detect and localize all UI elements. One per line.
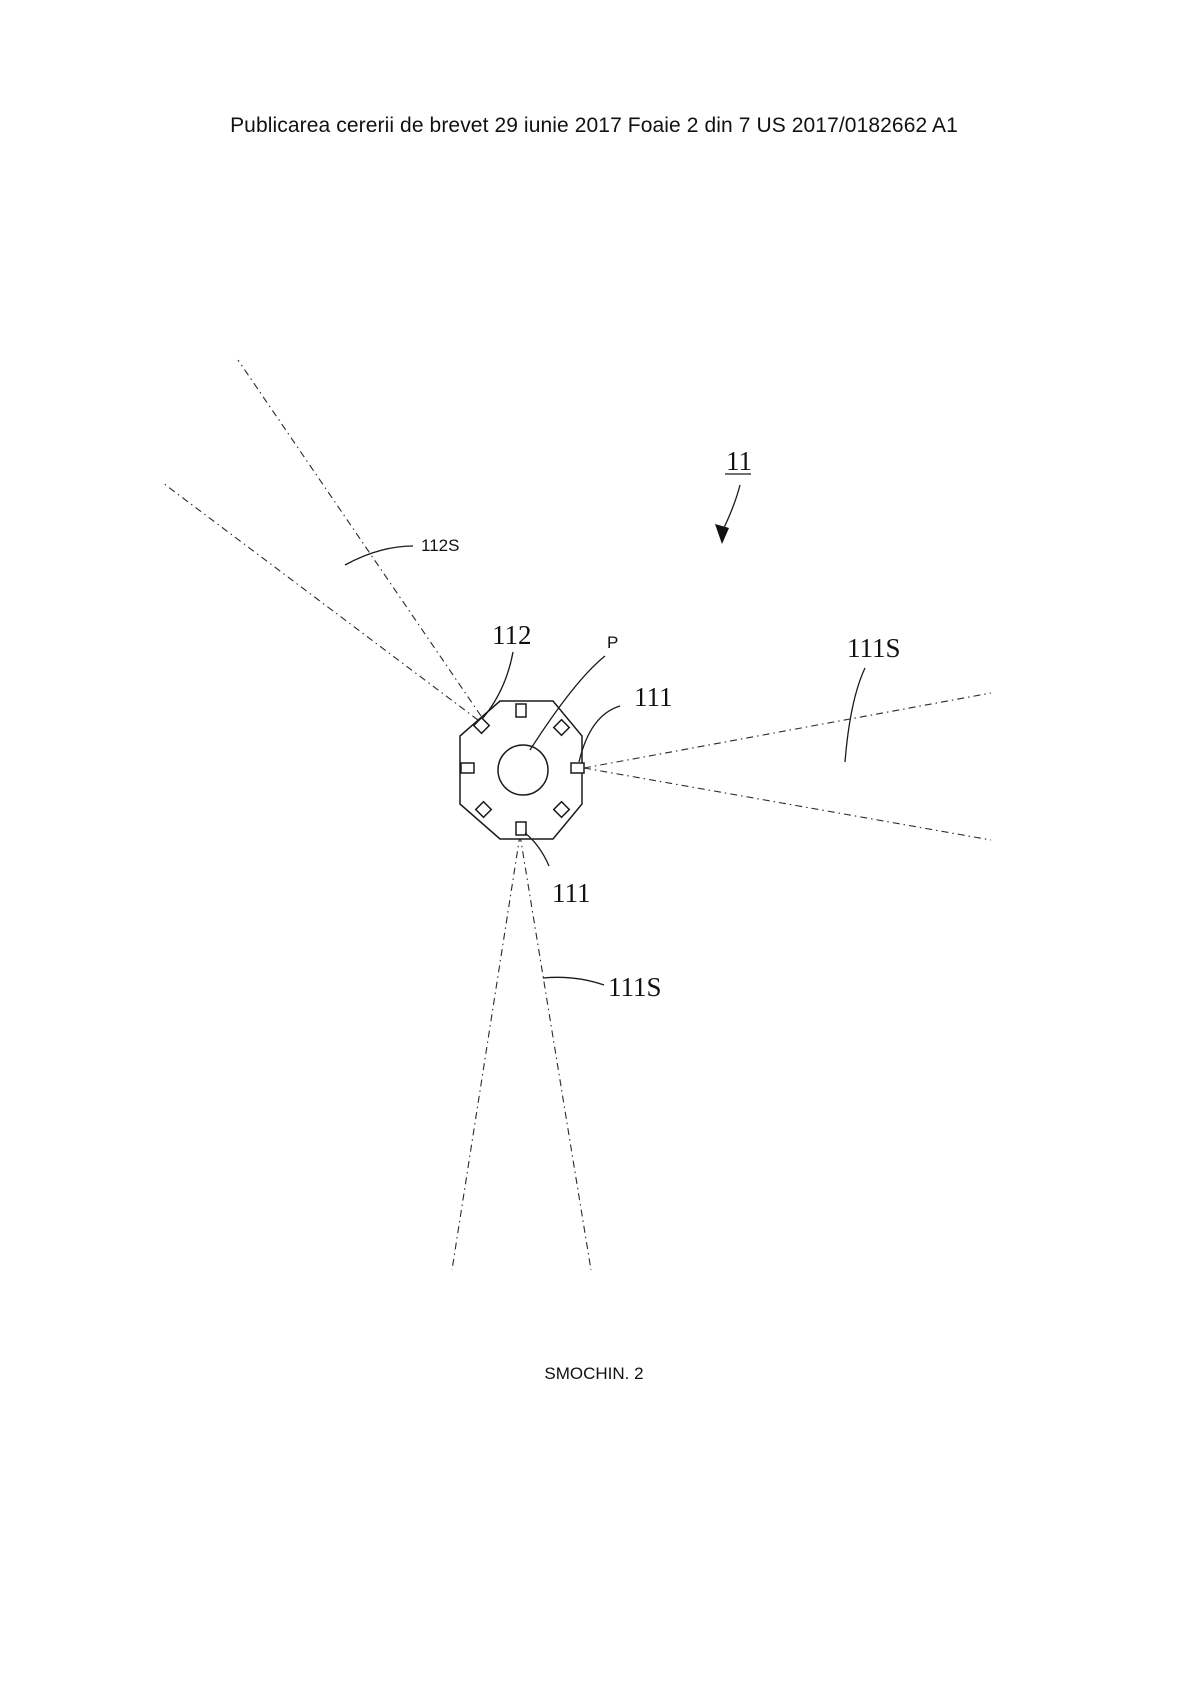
ref-label-112: 112 [492,620,532,650]
arrow-head-11 [715,524,729,544]
ref-label-111S-right: 111S [847,633,901,663]
leader-111S-right [845,668,865,762]
center-circle [498,745,548,795]
beam-lines [163,360,991,1270]
ref-label-111-bottom: 111 [552,878,591,908]
leader-112S [345,546,413,565]
light-source-right [571,763,584,773]
beam-111-bottom-left [452,835,520,1270]
figure-caption: SMOCHIN. 2 [0,1364,1188,1384]
beam-112-lower [163,483,478,720]
leader-arrow-11 [722,485,740,532]
ref-label-111S-bottom: 111S [608,972,662,1002]
leader-111-right [579,706,620,762]
ref-label-111-right: 111 [634,682,673,712]
beam-111-right-lower [584,768,991,840]
leader-111S-bottom [543,977,604,985]
light-source-left [461,763,474,773]
light-source-top [516,704,526,717]
leader-lines [345,485,865,985]
ref-label-11: 11 [726,446,752,476]
ref-label-P: P [607,633,618,652]
light-source-bottom [516,822,526,835]
ref-label-112S: 112S [421,536,459,555]
